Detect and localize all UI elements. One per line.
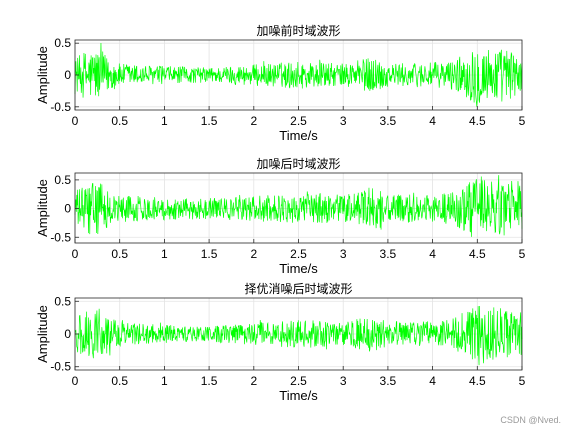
x-tick-label: 2: [250, 247, 257, 261]
plot-panel-1: 0 0.5 1 1.5 2 2.5 3 3.5 4 4.5 50.50-0.5加噪前时域波形Time…: [35, 23, 526, 143]
x-tick-label: 4: [429, 374, 436, 388]
x-tick-label: 4.5: [469, 247, 486, 261]
x-tick-label: 4: [429, 247, 436, 261]
x-tick-label: 3: [340, 374, 347, 388]
x-tick-label: 4.5: [469, 374, 486, 388]
x-tick-label: 3.5: [380, 374, 397, 388]
x-tick-label: 0: [72, 114, 79, 128]
x-tick-label: 0.5: [111, 114, 128, 128]
x-axis-label: Time/s: [279, 261, 318, 276]
signal-series: [74, 306, 523, 366]
x-tick-label: 4.5: [469, 114, 486, 128]
y-tick-label: -0.5: [50, 230, 71, 244]
watermark: CSDN @Nved.: [500, 415, 561, 425]
y-tick-label: 0.5: [54, 173, 71, 187]
x-tick-label: 0.5: [111, 247, 128, 261]
x-tick-label: 5: [519, 247, 526, 261]
chart-title: 加噪后时域波形: [256, 157, 340, 171]
y-axis-label: Amplitude: [35, 179, 50, 237]
x-tick-label: 5: [519, 374, 526, 388]
signal-series: [74, 175, 523, 237]
x-tick-label: 3: [340, 114, 347, 128]
x-axis-label: Time/s: [279, 388, 318, 403]
x-tick-label: 1.5: [201, 114, 218, 128]
x-tick-label: 2: [250, 374, 257, 388]
y-axis-label: Amplitude: [35, 305, 50, 363]
x-tick-label: 4: [429, 114, 436, 128]
x-tick-label: 1: [161, 247, 168, 261]
y-tick-label: 0.5: [54, 36, 71, 50]
plot-panel-2: 0 0.5 1 1.5 2 2.5 3 3.5 4 4.5 50.50-0.5加噪后时域波形Time…: [35, 157, 526, 276]
y-tick-label: -0.5: [50, 360, 71, 374]
x-tick-label: 1.5: [201, 374, 218, 388]
x-tick-label: 5: [519, 114, 526, 128]
y-tick-label: 0: [64, 327, 71, 341]
x-tick-label: 2.5: [290, 374, 307, 388]
x-tick-label: 3: [340, 247, 347, 261]
x-tick-label: 2.5: [290, 247, 307, 261]
x-axis-label: Time/s: [279, 128, 318, 143]
x-tick-label: 0: [72, 247, 79, 261]
chart-title: 择优消噪后时域波形: [244, 282, 352, 296]
x-tick-label: 1: [161, 114, 168, 128]
x-tick-label: 3.5: [380, 247, 397, 261]
plot-panel-3: 0 0.5 1 1.5 2 2.5 3 3.5 4 4.5 50.50-0.5择优消噪后时域波形Ti…: [35, 282, 526, 403]
signal-series: [74, 43, 523, 107]
y-axis-label: Amplitude: [35, 46, 50, 104]
x-tick-label: 3.5: [380, 114, 397, 128]
y-tick-label: 0: [64, 202, 71, 216]
chart-title: 加噪前时域波形: [256, 23, 340, 38]
x-tick-label: 2: [250, 114, 257, 128]
y-tick-label: 0: [64, 68, 71, 82]
x-tick-label: 1.5: [201, 247, 218, 261]
y-tick-label: -0.5: [50, 100, 71, 114]
x-tick-label: 2.5: [290, 114, 307, 128]
y-tick-label: 0.5: [54, 294, 71, 308]
x-tick-label: 0: [72, 374, 79, 388]
x-tick-label: 0.5: [111, 374, 128, 388]
x-tick-label: 1: [161, 374, 168, 388]
